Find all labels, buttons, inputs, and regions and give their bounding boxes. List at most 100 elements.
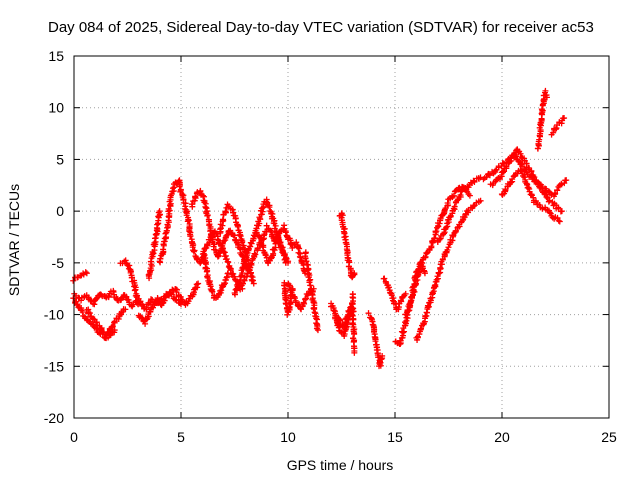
data-point [220, 238, 227, 245]
data-point [274, 233, 281, 240]
data-point [166, 290, 173, 297]
data-point [307, 276, 314, 283]
data-point [402, 290, 409, 297]
data-point [310, 299, 317, 306]
data-point [148, 296, 155, 303]
data-point [429, 289, 436, 296]
data-point [143, 304, 150, 311]
data-point [517, 150, 524, 157]
data-point [217, 287, 224, 294]
data-point [223, 232, 230, 239]
x-tick-label: 15 [387, 429, 403, 445]
data-point [162, 230, 169, 237]
data-point [239, 265, 246, 272]
y-axis-label: SDTVAR / TECUs [6, 184, 22, 296]
data-point [538, 106, 545, 113]
x-tick-labels: 0 5 10 15 20 25 [70, 429, 617, 445]
data-point [416, 266, 423, 273]
data-point [209, 233, 216, 240]
data-point [151, 235, 158, 242]
data-point [281, 251, 288, 257]
data-point [239, 285, 246, 292]
y-tick-label: 0 [56, 203, 64, 219]
data-point [470, 177, 477, 184]
data-point [214, 236, 221, 243]
data-point [227, 267, 234, 274]
data-point [285, 259, 291, 266]
data-point [432, 228, 439, 235]
data-point [486, 172, 493, 179]
data-point [349, 320, 356, 327]
data-point [407, 299, 414, 306]
data-point [502, 187, 509, 194]
data-point [351, 270, 358, 277]
data-point [262, 251, 269, 258]
x-tick-label: 10 [280, 429, 296, 445]
data-point [252, 251, 259, 258]
y-tick-label: 15 [48, 48, 64, 64]
y-tick-label: -20 [44, 410, 64, 426]
data-point [272, 222, 279, 229]
data-point [558, 208, 565, 215]
data-point [283, 255, 290, 262]
data-point [222, 208, 229, 215]
data-point [189, 201, 196, 208]
data-point [433, 276, 440, 283]
data-point [138, 314, 145, 321]
data-point [350, 308, 357, 315]
data-point [131, 287, 138, 294]
data-point [377, 356, 384, 363]
x-tick-label: 5 [177, 429, 185, 445]
data-point [539, 101, 546, 108]
data-point [445, 244, 452, 251]
y-tick-label: -5 [52, 255, 65, 271]
data-point [401, 328, 408, 335]
plot-frame [73, 55, 610, 419]
data-point [225, 259, 232, 266]
x-tick-label: 20 [494, 429, 510, 445]
data-point [156, 208, 163, 215]
data-point [385, 284, 392, 291]
data-point [266, 204, 273, 211]
data-point [254, 245, 261, 252]
data-point [410, 286, 417, 293]
data-point [457, 192, 464, 199]
data-point [161, 297, 168, 304]
data-point [218, 287, 225, 294]
data-point [471, 179, 478, 186]
data-point [539, 188, 546, 195]
data-point [248, 240, 255, 247]
data-point [170, 185, 177, 192]
data-point [177, 187, 184, 194]
data-point [314, 327, 321, 334]
data-point [507, 179, 514, 186]
data-point [428, 243, 435, 250]
data-point [195, 280, 202, 287]
data-point [563, 177, 570, 184]
data-point [111, 319, 118, 326]
data-point [251, 250, 258, 257]
data-point [431, 234, 438, 241]
data-point [237, 233, 244, 240]
data-point [543, 94, 550, 101]
y-tick-label: -15 [44, 358, 64, 374]
data-point [70, 295, 77, 302]
data-point [186, 228, 193, 235]
data-point [177, 293, 184, 300]
data-point [147, 308, 154, 315]
data-point [217, 226, 224, 233]
data-point [389, 297, 396, 304]
data-point [477, 197, 484, 204]
x-tick-label: 0 [70, 429, 78, 445]
data-point [208, 287, 215, 294]
data-point [554, 187, 561, 194]
y-tick-label: 10 [48, 100, 64, 116]
x-tick-label: 25 [601, 429, 617, 445]
tick-marks [73, 55, 610, 419]
data-point [187, 232, 194, 239]
data-point [417, 326, 424, 333]
data-point [74, 301, 81, 308]
data-point [306, 279, 313, 286]
data-point [183, 208, 190, 215]
